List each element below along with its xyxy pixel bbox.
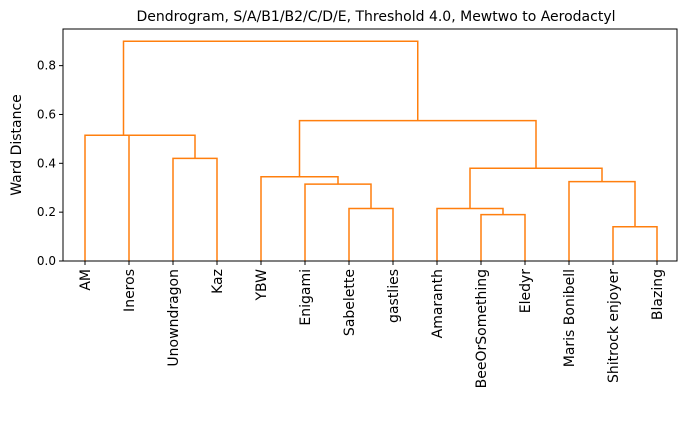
dendrogram-link-12 bbox=[298, 119, 537, 177]
leaf-label-beeorsomething: BeeOrSomething bbox=[474, 269, 490, 388]
dendrogram-link-4 bbox=[348, 207, 394, 261]
dendrogram-link-2 bbox=[128, 134, 196, 261]
dendrogram-link-10 bbox=[568, 180, 636, 261]
dendrogram-link-11 bbox=[469, 167, 603, 209]
leaf-label-amaranth: Amaranth bbox=[430, 269, 446, 338]
plot-frame bbox=[62, 28, 678, 262]
y-tick-label: 0.0 bbox=[37, 254, 56, 268]
y-tick-label: 0.6 bbox=[37, 107, 56, 121]
y-axis-ticks: 0.0 0.2 0.4 0.6 0.8 bbox=[37, 59, 63, 268]
y-axis-label: Ward Distance bbox=[9, 94, 25, 196]
chart-title: Dendrogram, S/A/B1/B2/C/D/E, Threshold 4… bbox=[136, 9, 615, 25]
leaf-label-am: AM bbox=[78, 269, 94, 291]
leaf-label-sabelette: Sabelette bbox=[342, 269, 358, 336]
leaf-label-eledyr: Eledyr bbox=[518, 269, 534, 314]
leaf-label-unowndragon: Unowndragon bbox=[166, 269, 182, 367]
leaf-label-ineros: Ineros bbox=[122, 269, 138, 312]
leaf-label-blazing: Blazing bbox=[650, 269, 666, 320]
leaf-label-maris-bonibell: Maris Bonibell bbox=[562, 269, 578, 367]
dendrogram-link-8 bbox=[436, 207, 504, 261]
leaf-label-enigami: Enigami bbox=[298, 269, 314, 326]
y-tick-label: 0.8 bbox=[37, 59, 56, 73]
dendrogram-link-7 bbox=[480, 213, 526, 261]
y-tick-label: 0.2 bbox=[37, 205, 56, 219]
dendrogram-link-1 bbox=[172, 157, 218, 261]
dendrogram-link-13 bbox=[122, 40, 419, 136]
dendrogram-link-5 bbox=[304, 183, 372, 261]
x-axis-ticks: AM Ineros Unowndragon Kaz YBW Enigami Sabelett… bbox=[78, 261, 666, 388]
dendrogram-links bbox=[84, 40, 658, 261]
y-tick-label: 0.4 bbox=[37, 156, 56, 170]
leaf-label-ybw: YBW bbox=[254, 269, 270, 302]
dendrogram-link-6 bbox=[260, 175, 339, 261]
dendrogram-link-9 bbox=[612, 226, 658, 261]
leaf-label-shitrock-enjoyer: Shitrock enjoyer bbox=[606, 269, 622, 383]
leaf-label-gastlies: gastlies bbox=[386, 269, 402, 323]
dendrogram-link-3 bbox=[84, 134, 162, 261]
leaf-label-kaz: Kaz bbox=[210, 269, 226, 294]
